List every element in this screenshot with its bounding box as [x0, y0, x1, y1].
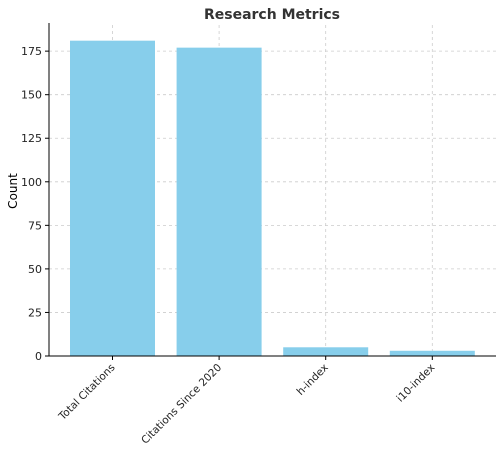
bar: [283, 347, 369, 356]
y-tick-label: 25: [28, 306, 42, 319]
y-tick-label: 125: [21, 132, 42, 145]
y-tick-label: 50: [28, 263, 42, 276]
y-axis-label: Count: [6, 173, 20, 209]
y-tick-label: 100: [21, 176, 42, 189]
axes: [48, 23, 496, 357]
bar: [176, 47, 262, 356]
y-tick-label: 150: [21, 89, 42, 102]
x-tick-label: i10-index: [394, 362, 437, 405]
y-ticks: 0 25 50 75 100 125 150 175: [21, 45, 49, 363]
y-tick-label: 75: [28, 219, 42, 232]
chart-title: Research Metrics: [204, 7, 340, 23]
x-tick-label: h-index: [295, 362, 331, 398]
bar: [389, 350, 475, 356]
x-tick-label: Citations Since 2020: [139, 362, 224, 447]
y-tick-label: 175: [21, 45, 42, 58]
y-tick-label: 0: [35, 350, 42, 363]
x-tick-label: Total Citations: [56, 362, 118, 424]
bar: [70, 40, 155, 356]
bars: [70, 40, 475, 356]
x-ticks: Total Citations Citations Since 2020 h-ind…: [56, 356, 437, 447]
